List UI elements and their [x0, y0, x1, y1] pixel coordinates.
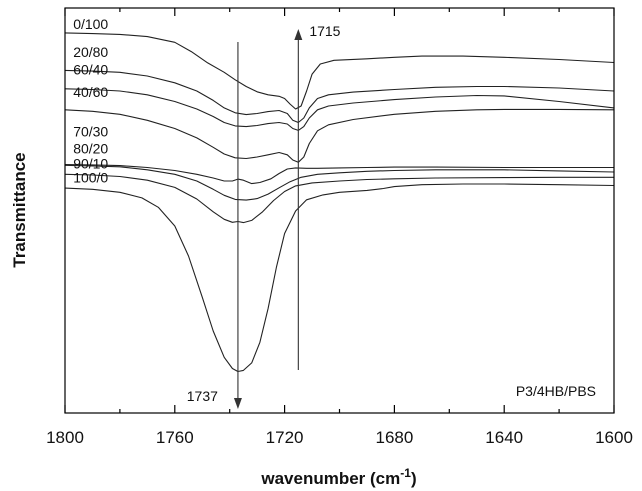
plot-frame	[64, 7, 615, 414]
x-tick-label-4: 1640	[485, 428, 523, 447]
marker-label-1: 1715	[309, 23, 340, 39]
marker-arrowhead-1	[294, 29, 303, 40]
marker-label-0: 1737	[187, 388, 218, 404]
series-label-5: 80/20	[73, 140, 108, 156]
x-tick-label-3: 1680	[375, 428, 413, 447]
marker-arrowhead-0	[233, 398, 242, 409]
x-tick-label-5: 1600	[595, 428, 633, 447]
series-label-1: 20/80	[73, 44, 108, 60]
series-label-4: 70/30	[73, 124, 108, 140]
sample-system-label: P3/4HB/PBS	[516, 383, 596, 399]
x-axis-title-main: wavenumber (cm	[260, 469, 400, 488]
series-line-5	[64, 164, 615, 201]
peak-markers: 1737 1715	[187, 23, 341, 409]
x-tick-label-2: 1720	[266, 428, 304, 447]
series-line-7	[64, 183, 615, 373]
series-line-4	[64, 163, 614, 185]
series-line-1	[64, 69, 615, 124]
x-axis-title-close: )	[411, 469, 417, 488]
series-label-6: 90/10	[73, 155, 108, 171]
series-label-7: 100/0	[73, 170, 108, 186]
series-label-3: 40/60	[73, 84, 108, 100]
x-tick-label-0: 1800	[46, 428, 84, 447]
series-label-2: 60/40	[73, 62, 108, 78]
series-label-0: 0/100	[73, 16, 108, 32]
x-tick-label-1: 1760	[156, 428, 194, 447]
x-axis-ticks	[64, 8, 615, 413]
series-curves	[64, 32, 615, 373]
x-axis-tick-labels: 1800 1760 1720 1680 1640 1600	[46, 428, 633, 447]
series-line-6	[64, 173, 614, 224]
x-axis-title: wavenumber (cm-1)	[260, 466, 416, 488]
series-line-2	[64, 88, 615, 131]
series-line-3	[64, 108, 615, 163]
series-line-0	[64, 32, 615, 110]
y-axis-title: Transmittance	[10, 152, 29, 267]
x-axis-title-superscript: -1	[400, 466, 411, 480]
